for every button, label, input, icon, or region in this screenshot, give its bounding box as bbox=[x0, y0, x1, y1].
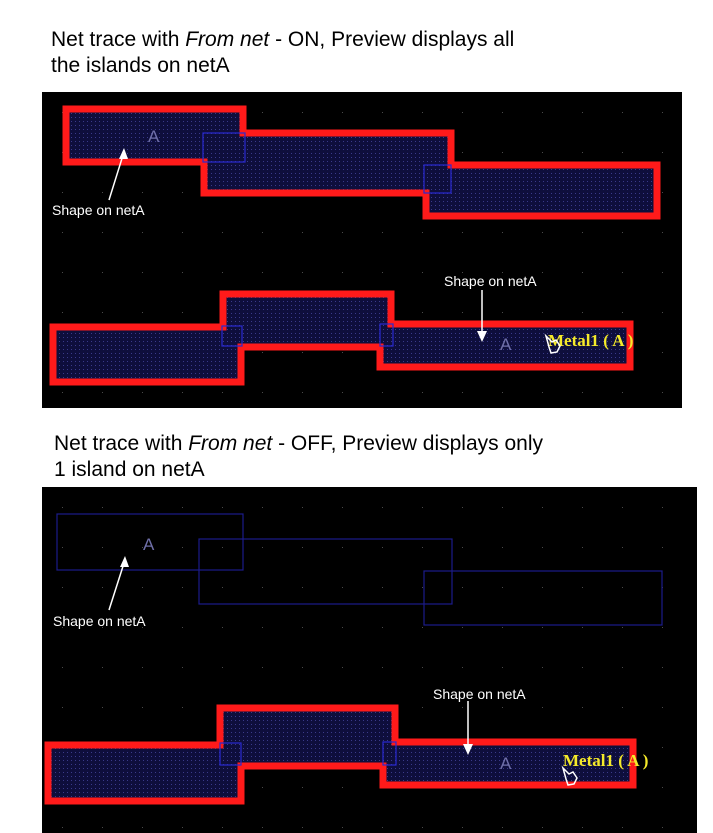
caption-line2: 1 island on netA bbox=[54, 458, 205, 481]
caption-from-net-off: Net trace with From net - OFF, Preview d… bbox=[54, 431, 543, 483]
net-letter-upper: A bbox=[143, 535, 155, 554]
arrow-left bbox=[108, 151, 125, 201]
caption-from-net-italic: From net bbox=[188, 432, 273, 455]
caption-line2: the islands on netA bbox=[51, 54, 230, 77]
shape-label-right: Shape on netA bbox=[444, 273, 537, 289]
island-upper-unselected bbox=[56, 513, 663, 626]
shape-label-left: Shape on netA bbox=[52, 202, 145, 218]
island-lower bbox=[44, 704, 637, 805]
layer-label-metal1: Metal1 ( A ) bbox=[563, 751, 648, 770]
caption-prefix: Net trace with bbox=[54, 432, 189, 455]
caption-line1-rest: - ON, Preview displays all bbox=[269, 28, 515, 51]
arrow-left bbox=[108, 559, 126, 611]
caption-from-net-italic: From net bbox=[185, 28, 270, 51]
layer-label-metal1: Metal1 ( A ) bbox=[548, 331, 633, 350]
caption-prefix: Net trace with bbox=[51, 28, 186, 51]
net-letter-lower: A bbox=[500, 754, 512, 773]
shape-label-right: Shape on netA bbox=[433, 686, 526, 702]
net-letter-upper: A bbox=[148, 127, 160, 146]
island-lower bbox=[49, 290, 634, 386]
layout-preview-from-net-on: A A Metal1 ( A ) Shape on netA Shape on … bbox=[42, 92, 682, 408]
cursor-hand-icon bbox=[544, 333, 561, 354]
shape-label-left: Shape on netA bbox=[53, 613, 146, 629]
island-upper bbox=[62, 105, 661, 220]
layout-preview-from-net-off: A A Metal1 ( A ) Shape on netA Shape on … bbox=[42, 487, 697, 833]
net-letter-lower: A bbox=[500, 335, 512, 354]
caption-from-net-on: Net trace with From net - ON, Preview di… bbox=[51, 27, 514, 79]
cursor-hand-icon bbox=[561, 765, 578, 786]
caption-line1-rest: - OFF, Preview displays only bbox=[272, 432, 543, 455]
